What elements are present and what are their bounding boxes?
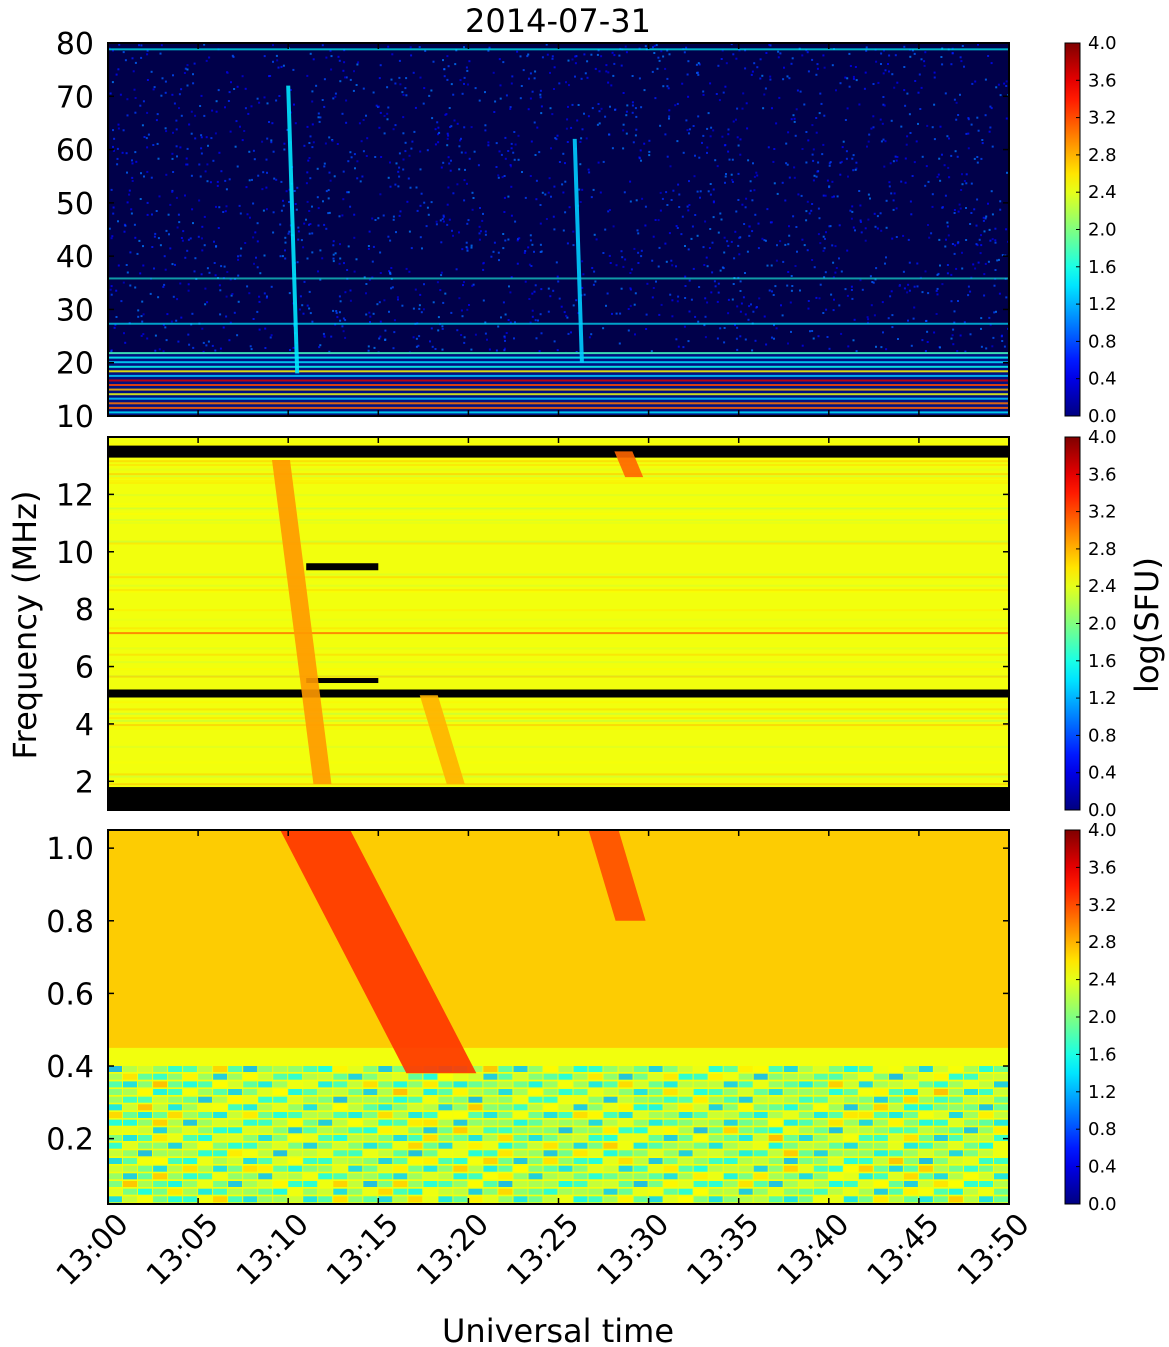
xtick-label: 13:00 — [50, 1207, 136, 1293]
panel-top-colorbar-tick-label: 1.6 — [1088, 257, 1117, 278]
x-axis-label: Universal time — [442, 1312, 674, 1347]
panel-middle-colorbar-tick-label: 2.4 — [1088, 576, 1117, 597]
panel-bottom-colorbar-tick-label: 3.6 — [1088, 857, 1117, 878]
panel-middle-colorbar-tick-label: 0.4 — [1088, 763, 1117, 784]
panel-bottom-colorbar-tick-label: 1.6 — [1088, 1044, 1117, 1065]
panel-middle-colorbar-tick-label: 2.8 — [1088, 539, 1117, 560]
panel-bottom-colorbar-tick-label: 3.2 — [1088, 895, 1117, 916]
panel-middle-ytick-label: 8 — [75, 593, 94, 628]
panel-middle-colorbar-tick-label: 4.0 — [1088, 427, 1117, 448]
panel-top-ytick-label: 50 — [56, 187, 94, 222]
chart-title: 2014-07-31 — [465, 2, 651, 40]
panel-bottom-heatmap — [108, 830, 1009, 1204]
panel-middle-colorbar-tick-label: 3.2 — [1088, 502, 1117, 523]
panel-middle-burst-2 — [419, 695, 465, 785]
panel-bottom-ytick-label: 0.4 — [46, 1050, 94, 1085]
panel-top-ytick-label: 80 — [56, 27, 94, 62]
colorbar-label: log(SFU) — [1128, 557, 1166, 693]
panel-top-colorbar-tick-label: 2.8 — [1088, 145, 1117, 166]
xtick-label: 13:50 — [951, 1207, 1037, 1293]
panel-middle-ytick-label: 6 — [75, 651, 94, 686]
panel-top-burst-2 — [572, 138, 584, 363]
xtick-label: 13:05 — [140, 1207, 226, 1293]
panel-top-colorbar-tick-label: 0.8 — [1088, 331, 1117, 352]
panel-bottom-colorbar-tick-label: 1.2 — [1088, 1082, 1117, 1103]
panel-middle-colorbar-tick-label: 0.8 — [1088, 725, 1117, 746]
panel-bottom-colorbar-tick-label: 2.8 — [1088, 932, 1117, 953]
panel-top-colorbar-tick-label: 4.0 — [1088, 33, 1117, 54]
panel-middle-colorbar-tick-label: 1.6 — [1088, 651, 1117, 672]
panel-top-colorbar-tick-label: 0.4 — [1088, 369, 1117, 390]
panel-bottom-colorbar-tick-label: 0.8 — [1088, 1119, 1117, 1140]
panel-top-ytick-label: 20 — [56, 347, 94, 382]
panel-bottom-colorbar-tick-label: 2.4 — [1088, 970, 1117, 991]
panel-top-ytick-label: 70 — [56, 80, 94, 115]
xtick-label: 13:30 — [590, 1207, 676, 1293]
panel-top-ytick-label: 40 — [56, 240, 94, 275]
panel-top-colorbar-tick-label: 2.0 — [1088, 220, 1117, 241]
panel-top-burst-1 — [286, 85, 300, 374]
xtick-label: 13:10 — [230, 1207, 316, 1293]
panel-middle-ytick-label: 4 — [75, 708, 94, 743]
panel-top-colorbar-tick-label: 2.4 — [1088, 182, 1117, 203]
panel-bottom-ytick-label: 1.0 — [46, 832, 94, 867]
xtick-label: 13:45 — [861, 1207, 947, 1293]
panel-bottom-ytick-label: 0.8 — [46, 905, 94, 940]
panel-bottom-burst-2 — [588, 830, 646, 921]
y-axis-label: Frequency (MHz) — [6, 491, 44, 760]
panel-middle-burst-3 — [614, 451, 644, 478]
panel-bottom-colorbar-tick-label: 0.0 — [1088, 1194, 1117, 1215]
xtick-label: 13:20 — [410, 1207, 496, 1293]
panel-middle-colorbar-tick-label: 2.0 — [1088, 614, 1117, 635]
panel-bottom-colorbar-tick-label: 2.0 — [1088, 1007, 1117, 1028]
panel-top-colorbar-tick-label: 0.0 — [1088, 406, 1117, 427]
panel-middle-burst-1 — [271, 459, 332, 785]
panel-bottom-burst-1 — [280, 830, 477, 1074]
panel-middle-ytick-label: 12 — [56, 478, 94, 513]
xtick-label: 13:15 — [320, 1207, 406, 1293]
panel-bottom-colorbar-tick-label: 4.0 — [1088, 820, 1117, 841]
panel-middle-colorbar-tick-label: 3.6 — [1088, 464, 1117, 485]
panel-top-heatmap — [108, 43, 1009, 416]
xtick-label: 13:40 — [771, 1207, 857, 1293]
panel-top-colorbar-tick-label: 3.2 — [1088, 108, 1117, 129]
panel-middle-colorbar-tick-label: 1.2 — [1088, 688, 1117, 709]
panel-bottom-ytick-label: 0.2 — [46, 1123, 94, 1158]
panel-middle-ytick-label: 2 — [75, 765, 94, 800]
panel-top-colorbar-tick-label: 3.6 — [1088, 70, 1117, 91]
panel-bottom-ytick-label: 0.6 — [46, 977, 94, 1012]
panel-middle-ytick-label: 10 — [56, 536, 94, 571]
panel-bottom-colorbar-tick-label: 0.4 — [1088, 1157, 1117, 1178]
panel-middle-heatmap — [108, 437, 1009, 810]
xtick-label: 13:35 — [680, 1207, 766, 1293]
xtick-label: 13:25 — [500, 1207, 586, 1293]
panel-top-ytick-label: 10 — [56, 400, 94, 435]
panel-top-colorbar-tick-label: 1.2 — [1088, 294, 1117, 315]
panel-middle-colorbar-tick-label: 0.0 — [1088, 800, 1117, 821]
panel-top-ytick-label: 30 — [56, 293, 94, 328]
panel-top-ytick-label: 60 — [56, 134, 94, 169]
